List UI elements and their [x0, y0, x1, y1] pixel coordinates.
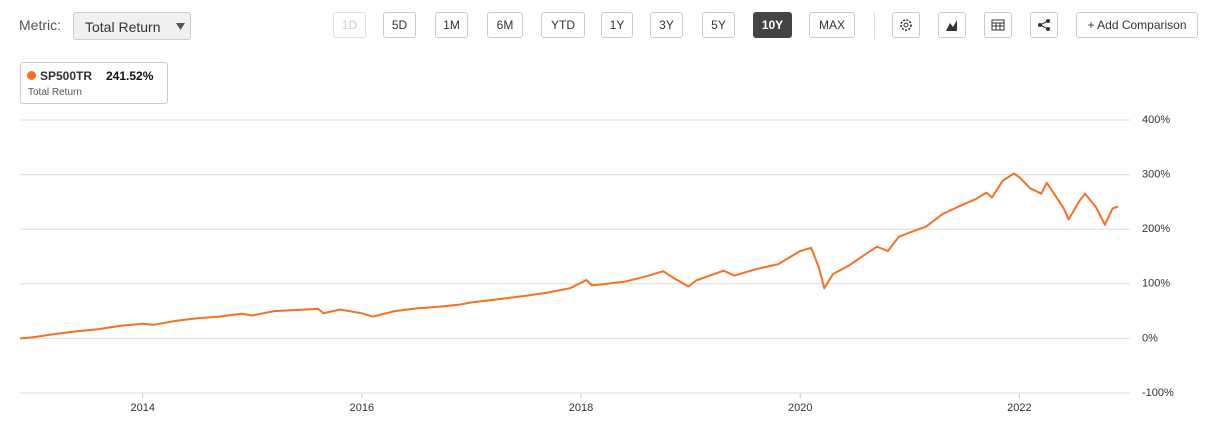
metric-label: Metric: — [19, 17, 61, 33]
y-tick-label: 300% — [1142, 169, 1170, 181]
x-tick-label: 2018 — [569, 402, 593, 414]
add-comparison-button[interactable]: + Add Comparison — [1076, 12, 1198, 38]
series-line — [19, 172, 1119, 340]
x-tick-label: 2020 — [788, 402, 812, 414]
chart-type-icon — [946, 20, 957, 31]
settings-icon — [900, 19, 912, 31]
x-tick-label: 2014 — [130, 402, 154, 414]
y-tick-label: -100% — [1142, 387, 1174, 399]
y-tick-label: 400% — [1142, 114, 1170, 126]
metric-select[interactable]: Total Return — [73, 12, 191, 40]
chart-type-button[interactable] — [938, 12, 966, 38]
x-tick-label: 2022 — [1007, 402, 1031, 414]
legend-value: 241.52% — [106, 69, 154, 83]
range-button[interactable]: 1D — [333, 12, 366, 38]
legend-metric: Total Return — [28, 87, 82, 98]
legend-swatch — [27, 71, 36, 80]
table-button[interactable] — [984, 12, 1012, 38]
dropdown-arrow — [176, 23, 185, 30]
range-button[interactable]: 3Y — [650, 12, 683, 38]
range-button[interactable]: 10Y — [753, 12, 792, 38]
share-icon — [1038, 19, 1050, 31]
range-button[interactable]: 5D — [383, 12, 416, 38]
range-button[interactable]: MAX — [809, 12, 855, 38]
legend-box: SP500TR 241.52% Total Return — [20, 62, 168, 104]
share-button[interactable] — [1030, 12, 1058, 38]
y-tick-label: 200% — [1142, 223, 1170, 235]
y-tick-label: 0% — [1142, 332, 1158, 344]
legend-symbol: SP500TR — [40, 69, 93, 83]
x-tick-label: 2016 — [350, 402, 374, 414]
divider — [874, 12, 875, 39]
range-button[interactable]: 1Y — [601, 12, 633, 38]
range-button[interactable]: 1M — [435, 12, 468, 38]
range-button[interactable]: 6M — [487, 12, 523, 38]
range-button[interactable]: 5Y — [702, 12, 735, 38]
y-tick-label: 100% — [1142, 278, 1170, 290]
metric-value: Total Return — [85, 19, 161, 35]
range-button[interactable]: YTD — [541, 12, 585, 38]
table-icon — [991, 19, 1005, 31]
settings-button[interactable] — [892, 12, 920, 38]
